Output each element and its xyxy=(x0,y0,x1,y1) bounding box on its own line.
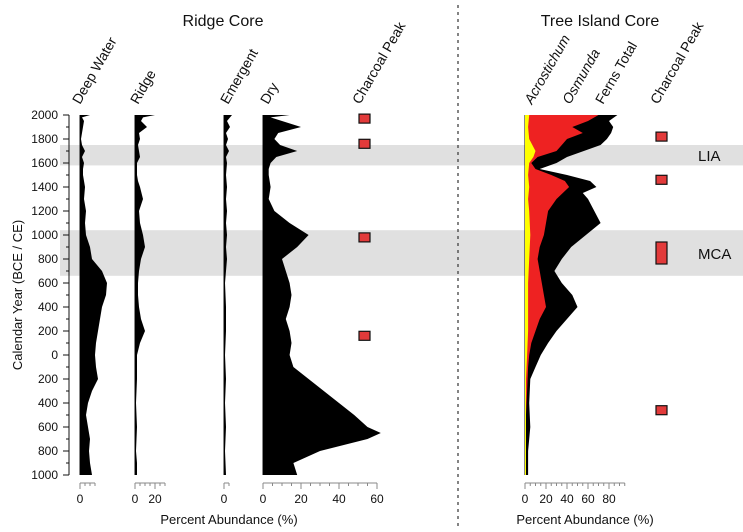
y-tick-label: 2000 xyxy=(31,108,58,122)
y-tick-label: 0 xyxy=(51,348,58,362)
tree-island-charcoal-peak xyxy=(655,405,668,416)
tree-island-core-title: Tree Island Core xyxy=(541,13,660,30)
tree-island-charcoal-peak xyxy=(655,131,668,142)
y-axis-label: Calendar Year (BCE / CE) xyxy=(10,220,25,370)
tree-island-column-title-charcoal-peak: Charcoal Peak xyxy=(647,18,707,106)
ridge-deep-water-x-tick-label: 0 xyxy=(77,492,84,506)
ridge-column-title-emergent: Emergent xyxy=(217,46,261,107)
y-tick-label: 1000 xyxy=(31,228,58,242)
ridge-area-emergent xyxy=(224,115,232,475)
y-tick-label: 1000 xyxy=(31,468,58,482)
tree-island-x-tick-label: 40 xyxy=(560,492,574,506)
ridge-ridge-x-tick-label: 0 xyxy=(132,492,139,506)
ridge-emergent-x-tick-label: 0 xyxy=(221,492,228,506)
tree-island-x-axis-label: Percent Abundance (%) xyxy=(516,512,653,527)
y-tick-label: 400 xyxy=(38,300,58,314)
ridge-dry-x-tick-label: 60 xyxy=(370,492,384,506)
tree-island-x-tick-label: 80 xyxy=(602,492,616,506)
ridge-charcoal-peak xyxy=(358,113,371,124)
y-tick-label: 200 xyxy=(38,372,58,386)
tree-island-column-title-ferns-total: Ferns Total xyxy=(592,39,640,107)
y-tick-label: 600 xyxy=(38,420,58,434)
y-tick-label: 1400 xyxy=(31,180,58,194)
ridge-x-axis-label: Percent Abundance (%) xyxy=(160,512,297,527)
ridge-column-emergent: Emergent 0 xyxy=(217,46,261,506)
y-tick-label: 1600 xyxy=(31,156,58,170)
tree-island-x-tick-label: 60 xyxy=(581,492,595,506)
y-tick-label: 400 xyxy=(38,396,58,410)
tree-island-area-osmunda xyxy=(525,115,599,475)
ridge-core-title: Ridge Core xyxy=(183,13,264,30)
ridge-dry-x-tick-label: 40 xyxy=(332,492,346,506)
band-mca xyxy=(60,230,743,276)
ridge-column-charcoal-peak: Charcoal Peak xyxy=(349,18,409,341)
tree-island-x-tick-label: 20 xyxy=(539,492,553,506)
y-axis: 2000180016001400120010008006004002000200… xyxy=(31,108,70,482)
ridge-column-title-dry: Dry xyxy=(257,80,282,107)
ridge-area-ridge xyxy=(135,115,155,475)
tree-island-charcoal-peak xyxy=(655,174,668,185)
climate-bands: LIA MCA xyxy=(60,145,743,276)
y-tick-label: 200 xyxy=(38,324,58,338)
ridge-column-title-deep-water: Deep Water xyxy=(69,34,120,107)
ridge-charcoal-peak xyxy=(358,232,371,243)
ridge-dry-x-tick-label: 20 xyxy=(294,492,308,506)
ridge-column-title-charcoal-peak: Charcoal Peak xyxy=(349,18,409,106)
tree-island-area-acrostichum xyxy=(525,115,536,475)
y-tick-label: 800 xyxy=(38,444,58,458)
band-label-mca: MCA xyxy=(698,246,731,263)
band-label-lia: LIA xyxy=(698,148,721,165)
ridge-area-dry xyxy=(263,115,381,475)
ridge-ridge-x-tick-label: 20 xyxy=(148,492,162,506)
tree-island-charcoal-peak xyxy=(655,241,668,265)
ridge-area-deep-water xyxy=(80,115,107,475)
y-tick-label: 800 xyxy=(38,252,58,266)
y-tick-label: 1800 xyxy=(31,132,58,146)
ridge-dry-x-tick-label: 0 xyxy=(260,492,267,506)
ridge-column-ridge: Ridge 0 20 xyxy=(127,67,166,506)
ridge-charcoal-peak xyxy=(358,138,371,149)
ridge-charcoal-peak xyxy=(358,330,371,341)
y-tick-label: 1200 xyxy=(31,204,58,218)
tree-island-x-tick-label: 0 xyxy=(522,492,529,506)
y-tick-label: 600 xyxy=(38,276,58,290)
ridge-column-title-ridge: Ridge xyxy=(127,67,159,107)
band-lia xyxy=(60,145,743,166)
